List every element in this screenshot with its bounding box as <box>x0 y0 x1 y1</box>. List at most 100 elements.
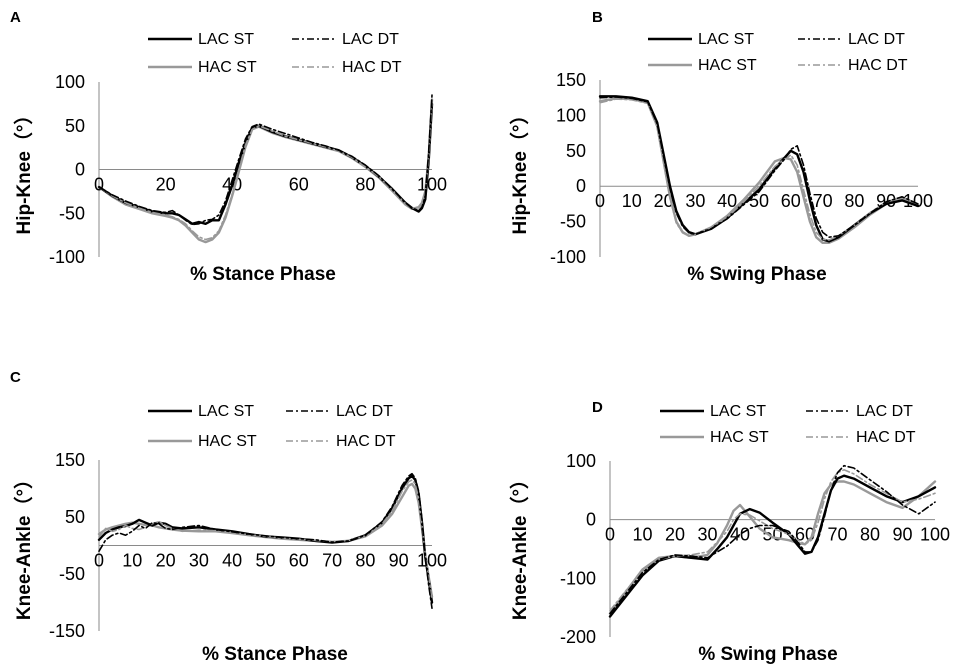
legend: LAC ST LAC DT HAC ST HAC DT <box>648 31 908 74</box>
legend-label-lac-st: LAC ST <box>710 403 766 420</box>
y-tick-label: -100 <box>49 247 85 267</box>
x-tick-label: 100 <box>417 551 447 571</box>
x-tick-label: 60 <box>289 551 309 571</box>
series-line-hac-st <box>97 482 434 598</box>
legend-label-lac-dt: LAC DT <box>856 403 913 420</box>
legend-label-lac-dt: LAC DT <box>342 31 399 48</box>
x-tick-label: 70 <box>827 525 847 545</box>
x-tick-label: 70 <box>813 191 833 211</box>
legend-label-hac-dt: HAC DT <box>856 429 916 446</box>
legend-label-lac-st: LAC ST <box>698 31 754 48</box>
x-tick-label: 0 <box>94 551 104 571</box>
x-axis-title: % Swing Phase <box>698 644 837 665</box>
y-tick-label: 50 <box>566 141 586 161</box>
x-tick-label: 40 <box>222 551 242 571</box>
x-tick-label: 0 <box>605 525 615 545</box>
x-tick-label: 50 <box>255 551 275 571</box>
panel-letter: C <box>10 369 21 386</box>
series-line-lac-st <box>598 95 920 243</box>
legend-label-lac-st: LAC ST <box>198 31 254 48</box>
x-tick-label: 100 <box>920 525 950 545</box>
x-tick-label: 100 <box>417 175 447 195</box>
series-line-lac-dt <box>609 464 936 615</box>
x-tick-label: 30 <box>189 551 209 571</box>
x-tick-label: 100 <box>903 191 933 211</box>
y-tick-label: 150 <box>55 450 85 470</box>
x-tick-label: 10 <box>122 551 142 571</box>
panel-letter: A <box>10 9 21 26</box>
x-tick-label: 20 <box>156 175 176 195</box>
x-tick-label: 0 <box>94 175 104 195</box>
x-tick-label: 30 <box>697 525 717 545</box>
panel-C: C 150 50 -50 -150 0 10 20 30 40 50 60 70 80 90 100 Knee-… <box>10 369 447 665</box>
x-axis-title: % Stance Phase <box>190 264 336 285</box>
series-line-hac-dt <box>599 98 919 241</box>
panel-letter: D <box>592 399 603 416</box>
y-axis-title: Knee-Ankle（°） <box>12 470 35 620</box>
y-axis-title: Hip-Knee（°） <box>12 106 35 235</box>
x-tick-label: 20 <box>665 525 685 545</box>
y-tick-label: 50 <box>65 507 85 527</box>
x-tick-label: 90 <box>892 525 912 545</box>
y-tick-label: -50 <box>560 212 586 232</box>
legend-label-hac-st: HAC ST <box>710 429 769 446</box>
x-axis-title: % Swing Phase <box>687 264 826 285</box>
series-line-lac-dt <box>98 94 433 226</box>
series-line-lac-dt <box>98 472 433 610</box>
x-tick-label: 90 <box>389 551 409 571</box>
y-tick-label: -200 <box>560 627 596 647</box>
y-axis-title: Knee-Ankle（°） <box>508 470 531 620</box>
series-line-lac-dt <box>599 96 919 238</box>
x-tick-label: 30 <box>685 191 705 211</box>
panel-letter: B <box>592 9 603 26</box>
x-tick-label: 20 <box>156 551 176 571</box>
x-tick-label: 40 <box>717 191 737 211</box>
legend-label-hac-dt: HAC DT <box>848 57 908 74</box>
legend-label-hac-st: HAC ST <box>198 433 257 450</box>
y-tick-label: -50 <box>59 203 85 223</box>
y-tick-label: 100 <box>55 72 85 92</box>
legend-label-hac-st: HAC ST <box>198 59 257 76</box>
y-tick-label: -100 <box>550 247 586 267</box>
x-tick-label: 20 <box>654 191 674 211</box>
y-tick-label: 0 <box>576 176 586 196</box>
y-tick-label: -150 <box>49 621 85 641</box>
series-line-hac-dt <box>98 100 433 241</box>
y-tick-label: 150 <box>556 70 586 90</box>
x-tick-label: 0 <box>595 191 605 211</box>
y-tick-label: 0 <box>75 160 85 180</box>
x-tick-label: 80 <box>355 551 375 571</box>
series-line-hac-dt <box>98 479 433 601</box>
x-tick-label: 80 <box>355 175 375 195</box>
legend-label-lac-dt: LAC DT <box>336 403 393 420</box>
legend: LAC ST LAC DT HAC ST HAC DT <box>660 403 916 446</box>
series-line-lac-st <box>97 102 434 226</box>
series-line-lac-st <box>97 474 434 604</box>
legend: LAC ST LAC DT HAC ST HAC DT <box>148 31 402 76</box>
legend-label-lac-dt: LAC DT <box>848 31 905 48</box>
y-axis-title: Hip-Knee（°） <box>508 106 531 235</box>
y-tick-label: -50 <box>59 564 85 584</box>
x-tick-label: 70 <box>322 551 342 571</box>
y-tick-label: 50 <box>65 116 85 136</box>
x-tick-label: 80 <box>860 525 880 545</box>
series-line-lac-st <box>608 474 937 618</box>
series-line-hac-st <box>97 98 434 244</box>
series-line-hac-st <box>598 97 920 245</box>
legend-label-hac-st: HAC ST <box>698 57 757 74</box>
x-tick-label: 10 <box>632 525 652 545</box>
x-tick-label: 60 <box>781 191 801 211</box>
legend-label-hac-dt: HAC DT <box>342 59 402 76</box>
legend-label-hac-dt: HAC DT <box>336 433 396 450</box>
x-tick-label: 80 <box>844 191 864 211</box>
y-tick-label: 0 <box>586 510 596 530</box>
y-tick-label: 100 <box>556 105 586 125</box>
legend-label-lac-st: LAC ST <box>198 403 254 420</box>
x-tick-label: 60 <box>289 175 309 195</box>
x-tick-label: 10 <box>622 191 642 211</box>
x-axis-title: % Stance Phase <box>202 644 348 665</box>
